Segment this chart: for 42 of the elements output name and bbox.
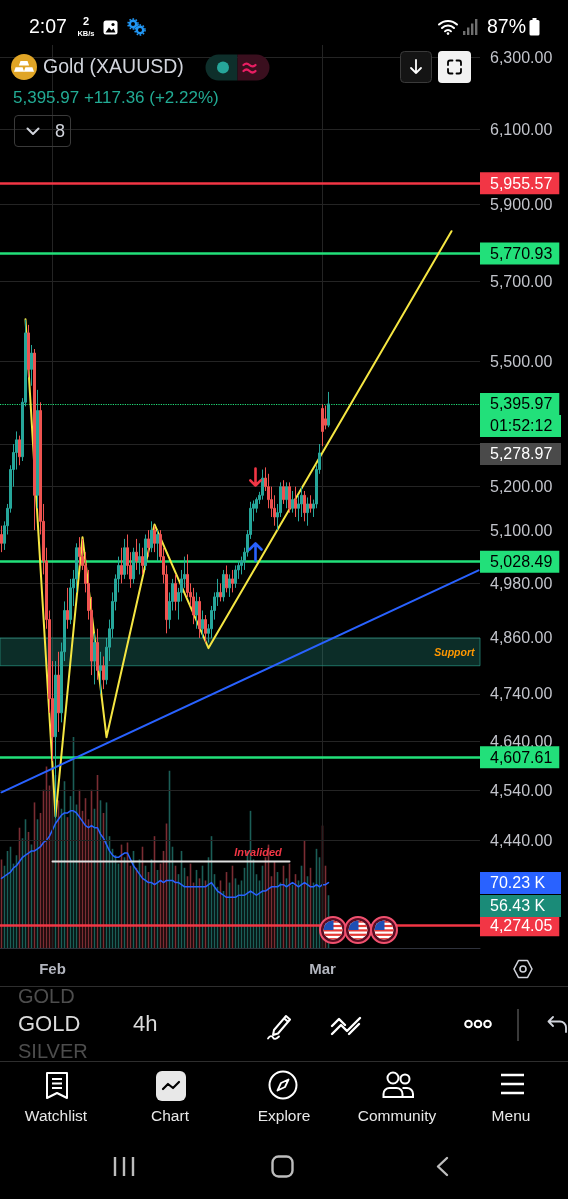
y-tick-label: 6,300.00 xyxy=(490,48,553,66)
band-label: Support xyxy=(434,645,475,658)
text: 5,278.97 xyxy=(480,443,561,465)
text: 01:52:12 xyxy=(480,415,561,437)
x-tick-label: Mar xyxy=(309,960,336,977)
ref-line-label: 4,274.05 xyxy=(490,916,553,934)
y-tick-label: 5,200.00 xyxy=(490,478,553,496)
text: 5,395.97 +117.36 (+2.22%) xyxy=(13,87,219,107)
y-tick-label: 5,900.00 xyxy=(490,195,553,213)
y-tick-label: 6,100.00 xyxy=(490,121,553,139)
text: Chart xyxy=(151,1107,189,1125)
text: Gold (XAUUSD) xyxy=(43,55,184,78)
y-tick-label: 4,860.00 xyxy=(490,629,553,647)
text: Community xyxy=(357,1107,437,1125)
text: Watchlist xyxy=(24,1107,88,1125)
y-tick-label: 4,980.00 xyxy=(490,574,553,592)
ref-line-label: 5,770.93 xyxy=(490,245,553,263)
ref-line-label: 5,028.49 xyxy=(490,553,553,571)
ref-line-label: 5,395.97 xyxy=(490,395,553,413)
y-tick-label: 5,500.00 xyxy=(490,352,553,370)
text: Menu xyxy=(491,1107,531,1125)
annotation: Invalided xyxy=(234,845,282,858)
y-tick-label: 4,440.00 xyxy=(490,831,553,849)
text: Explore xyxy=(257,1107,311,1125)
text: 2 xyxy=(82,14,90,27)
text: SILVER xyxy=(18,1040,88,1062)
text: 87% xyxy=(487,15,527,38)
y-tick-label: 5,700.00 xyxy=(490,272,553,290)
text: GOLD xyxy=(18,1011,81,1036)
ref-line-label: 4,607.61 xyxy=(490,748,553,766)
text: 4h xyxy=(133,1011,158,1036)
y-tick-label: 4,740.00 xyxy=(490,685,553,703)
ref-line-label: 5,955.57 xyxy=(490,174,553,192)
text: 56.43 K xyxy=(480,895,561,917)
x-tick-label: Feb xyxy=(39,960,66,977)
y-tick-label: 4,540.00 xyxy=(490,781,553,799)
text: 2:07 xyxy=(29,15,67,38)
text: GOLD xyxy=(18,985,75,1007)
y-tick-label: 5,100.00 xyxy=(490,521,553,539)
annotation: 8 xyxy=(54,121,66,141)
y-tick-label: 4,640.00 xyxy=(490,733,553,751)
text: 70.23 K xyxy=(480,872,561,894)
